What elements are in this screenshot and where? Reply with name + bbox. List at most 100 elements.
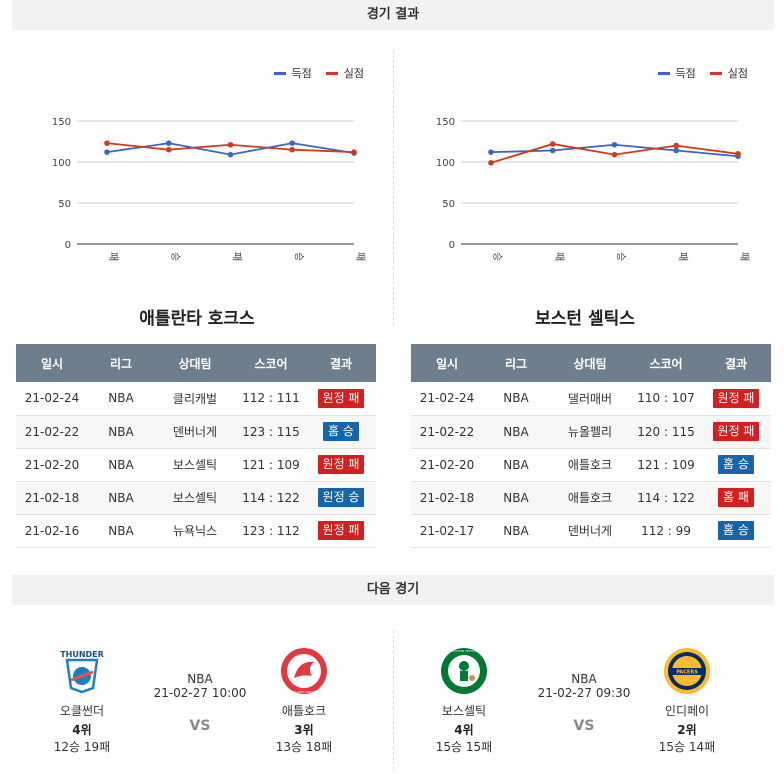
data-point [549,141,556,147]
home-team[interactable]: BOSTON CELTICS 보스셀틱 4위 15승 15패 [414,646,514,755]
cell-opponent: 덴버너게 [549,514,631,548]
data-point [735,151,741,157]
cell-opponent: 애틀호크 [549,481,631,515]
match-info: NBA 21-02-27 10:00 VS [140,672,260,734]
cell-score: 121 : 109 [236,448,306,482]
next-game-card: BOSTON CELTICS 보스셀틱 4위 15승 15패 NBA 21-02… [394,640,774,760]
x-tick-label: 승 [615,252,627,261]
cell-date: 21-02-20 [16,448,88,482]
y-tick-label: 50 [442,199,455,210]
data-point [488,149,494,155]
cell-league: NBA [88,415,154,449]
legend-conceded-swatch [325,71,338,75]
team-record: 15승 15패 [435,740,493,754]
cell-league: NBA [483,448,549,482]
data-point [227,151,234,158]
cell-score: 114 : 122 [236,481,306,515]
col-result: 결과 [306,344,376,382]
result-badge: 홈 패 [718,488,754,507]
away-team[interactable]: ATLANTA HAWKS 애틀호크 3위 13승 18패 [254,646,354,755]
x-tick-label: 패 [738,252,750,261]
y-tick-label: 50 [58,199,71,210]
next-games-divider [393,630,394,770]
x-tick-label: 패 [107,252,119,261]
cell-result: 원정 패 [306,382,376,416]
results-table-boston: 일시 리그 상대팀 스코어 결과 21-02-24 NBA 댈러매버 110 :… [411,344,771,548]
x-tick-label: 패 [231,252,243,261]
y-tick-label: 150 [436,117,455,128]
y-tick-label: 0 [65,240,71,251]
away-team[interactable]: PACERS 인디페이 2위 15승 14패 [637,646,737,755]
table-row: 21-02-20 NBA 애틀호크 121 : 109 홈 승 [411,448,771,482]
table-header-row: 일시 리그 상대팀 스코어 결과 [411,344,771,382]
data-point [611,151,618,158]
table-row: 21-02-18 NBA 보스셀틱 114 : 122 원정 승 [16,481,376,515]
legend-score-swatch [273,71,286,75]
cell-result: 원정 패 [306,448,376,482]
team-record: 12승 19패 [53,740,111,754]
match-datetime: 21-02-27 09:30 [537,686,631,700]
data-point [104,140,110,146]
match-league: NBA [571,672,597,686]
cell-opponent: 댈러매버 [549,382,631,416]
cell-result: 원정 패 [701,382,771,416]
team-name: 오클썬더 [59,704,105,718]
cell-league: NBA [483,415,549,449]
cell-result: 원정 승 [306,481,376,515]
cell-league: NBA [88,448,154,482]
team-rank: 2위 [677,723,697,737]
y-tick-label: 0 [449,240,455,251]
table-row: 21-02-16 NBA 뉴욕닉스 123 : 112 원정 패 [16,514,376,548]
data-point [673,142,680,149]
x-tick-label: 승 [292,252,304,261]
result-badge: 원정 패 [317,455,365,474]
result-badge: 원정 패 [317,388,365,408]
legend-score-swatch [657,71,670,75]
pacers-logo: PACERS [664,648,710,694]
team-name: 애틀호크 [281,704,327,718]
col-opponent: 상대팀 [154,344,236,382]
data-point [289,146,296,153]
chart-boston-svg: 0 50 100 150 승 패 승 패 패 [436,117,750,261]
cell-date: 21-02-22 [16,415,88,449]
data-point [488,160,494,166]
data-point [165,140,172,146]
chart-boston: 0 50 100 150 승 패 승 패 패 득점 실점 [396,40,766,280]
cell-result: 홈 패 [701,481,771,515]
chart-legend: 득점 실점 [657,65,748,81]
cell-date: 21-02-24 [16,382,88,416]
cell-opponent: 보스셀틱 [154,448,236,482]
x-tick-label: 승 [169,252,181,261]
col-date: 일시 [411,344,483,382]
cell-score: 123 : 115 [236,415,306,449]
cell-date: 21-02-20 [411,448,483,482]
col-score: 스코어 [236,344,306,382]
results-section-header: 경기 결과 [12,0,774,30]
next-game-card: THUNDER 오클썬더 4위 12승 19패 NBA 21-02-27 10:… [10,640,390,760]
cell-date: 21-02-17 [411,514,483,548]
data-point [289,140,296,146]
cell-result: 홈 승 [701,514,771,548]
y-tick-label: 100 [436,158,455,169]
cell-opponent: 클리캐벌 [154,382,236,416]
y-tick-label: 100 [52,158,71,169]
cell-opponent: 뉴욕닉스 [154,514,236,548]
home-team[interactable]: THUNDER 오클썬더 4위 12승 19패 [32,646,132,755]
team-name: 보스셀틱 [441,704,487,718]
cell-date: 21-02-22 [411,415,483,449]
x-tick-label: 승 [491,252,503,261]
result-badge: 홈 승 [323,422,359,441]
data-point [611,141,618,148]
team-name: 인디페이 [664,704,710,718]
match-league: NBA [187,672,213,686]
legend-conceded-swatch [709,71,722,75]
legend-conceded: 실점 [325,65,364,81]
team-rank: 4위 [72,723,92,737]
cell-league: NBA [88,514,154,548]
data-point [549,147,556,154]
cell-date: 21-02-24 [411,382,483,416]
x-tick-label: 패 [553,252,565,261]
chart-legend: 득점 실점 [273,65,364,81]
cell-date: 21-02-16 [16,514,88,548]
table-row: 21-02-24 NBA 댈러매버 110 : 107 원정 패 [411,382,771,416]
